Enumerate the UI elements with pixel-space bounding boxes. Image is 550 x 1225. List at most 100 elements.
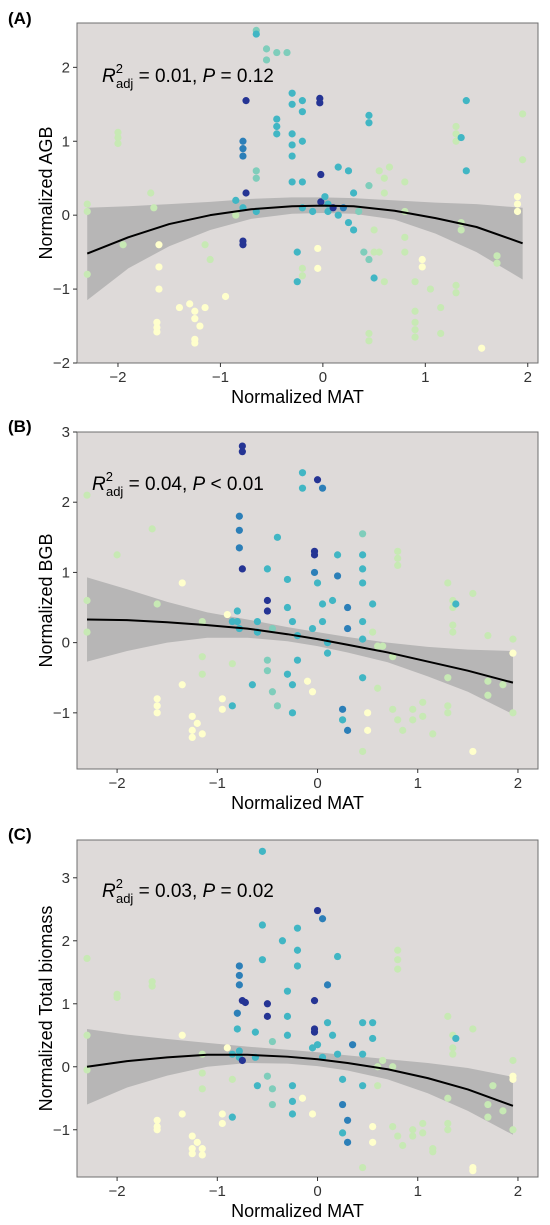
data-point [119, 241, 127, 249]
y-axis-title: Normalized AGB [36, 126, 56, 259]
y-tick-label: 0 [62, 207, 70, 224]
data-point [350, 189, 358, 197]
data-point [268, 1037, 277, 1046]
data-point [150, 204, 158, 212]
data-point [437, 329, 445, 338]
data-point [263, 565, 272, 573]
data-point [242, 189, 250, 197]
data-point [248, 681, 256, 689]
data-point [252, 167, 260, 175]
y-tick-label: 1 [62, 996, 70, 1013]
data-point [148, 982, 156, 990]
data-point [308, 688, 317, 696]
data-point [350, 226, 358, 234]
data-point [411, 318, 419, 326]
data-point [178, 1110, 186, 1118]
data-point [283, 1012, 292, 1020]
data-point [394, 1132, 402, 1140]
plot-border [76, 431, 539, 770]
data-point [374, 642, 382, 650]
data-point [228, 660, 236, 668]
y-tick-label: −1 [53, 1122, 70, 1139]
data-point [509, 709, 517, 717]
data-point [218, 1110, 226, 1118]
data-point [188, 1132, 196, 1140]
panel-label: (B) [8, 417, 32, 436]
data-point [288, 178, 296, 186]
data-point [228, 1075, 236, 1083]
annot-sup: 2 [116, 61, 123, 76]
data-point [365, 337, 373, 345]
fit-annotation: R2 adj = 0.03, P = 0.02 [102, 876, 274, 906]
data-point [233, 1009, 241, 1017]
data-point [519, 110, 527, 118]
x-tick-label: −1 [209, 1183, 226, 1200]
data-point [359, 747, 367, 756]
annot-p-value: < 0.01 [205, 474, 264, 495]
x-tick-label: −1 [209, 775, 226, 792]
data-point [153, 318, 161, 326]
data-point [258, 956, 267, 964]
annot-p: P [193, 474, 206, 495]
data-point [379, 642, 387, 650]
data-point [155, 263, 163, 271]
data-point [444, 579, 452, 587]
data-point [359, 1082, 367, 1090]
data-point [369, 1123, 377, 1131]
data-point [469, 1167, 477, 1175]
data-point [283, 987, 292, 995]
data-point [484, 691, 492, 699]
x-tick-label: 0 [319, 369, 327, 386]
data-point [239, 152, 247, 160]
y-tick-label: 0 [62, 1059, 70, 1076]
data-point [323, 649, 332, 657]
data-point [338, 1129, 347, 1137]
data-point [484, 1113, 492, 1121]
data-point [452, 137, 460, 145]
data-point [419, 1129, 427, 1137]
data-point [359, 1163, 367, 1172]
data-point [401, 248, 409, 256]
data-point [338, 716, 347, 724]
data-point [258, 847, 267, 855]
annot-sub: adj [116, 76, 133, 91]
data-point [509, 649, 517, 657]
data-point [153, 709, 161, 717]
data-point [273, 48, 281, 57]
data-point [444, 1126, 452, 1134]
data-point [303, 677, 312, 685]
data-point [263, 1072, 272, 1080]
data-point [374, 1082, 382, 1090]
fit-line [86, 204, 523, 255]
data-point [293, 656, 302, 664]
data-point [288, 152, 296, 160]
data-point [239, 241, 247, 249]
data-point [469, 1025, 477, 1033]
data-point [509, 1126, 517, 1134]
data-point [457, 226, 465, 234]
x-tick-label: 1 [414, 775, 422, 792]
y-tick-label: 0 [62, 635, 70, 652]
data-point [258, 921, 267, 929]
fit-line [87, 618, 514, 684]
data-point [293, 924, 302, 932]
data-point [191, 307, 199, 315]
data-point [198, 670, 206, 678]
annot-r: R [102, 881, 116, 902]
x-tick-label: 1 [421, 369, 429, 386]
data-point [253, 1082, 261, 1090]
data-point [379, 1056, 387, 1065]
data-point [314, 264, 322, 272]
data-point [262, 56, 271, 64]
data-point [238, 1056, 246, 1065]
data-point [178, 579, 186, 587]
data-point [293, 248, 301, 256]
data-point [83, 270, 91, 278]
data-point [83, 200, 91, 208]
data-point [239, 145, 247, 153]
data-point [273, 702, 282, 710]
data-point [323, 1019, 332, 1027]
data-point [323, 981, 332, 989]
data-point [399, 1141, 407, 1150]
data-point [191, 315, 199, 323]
